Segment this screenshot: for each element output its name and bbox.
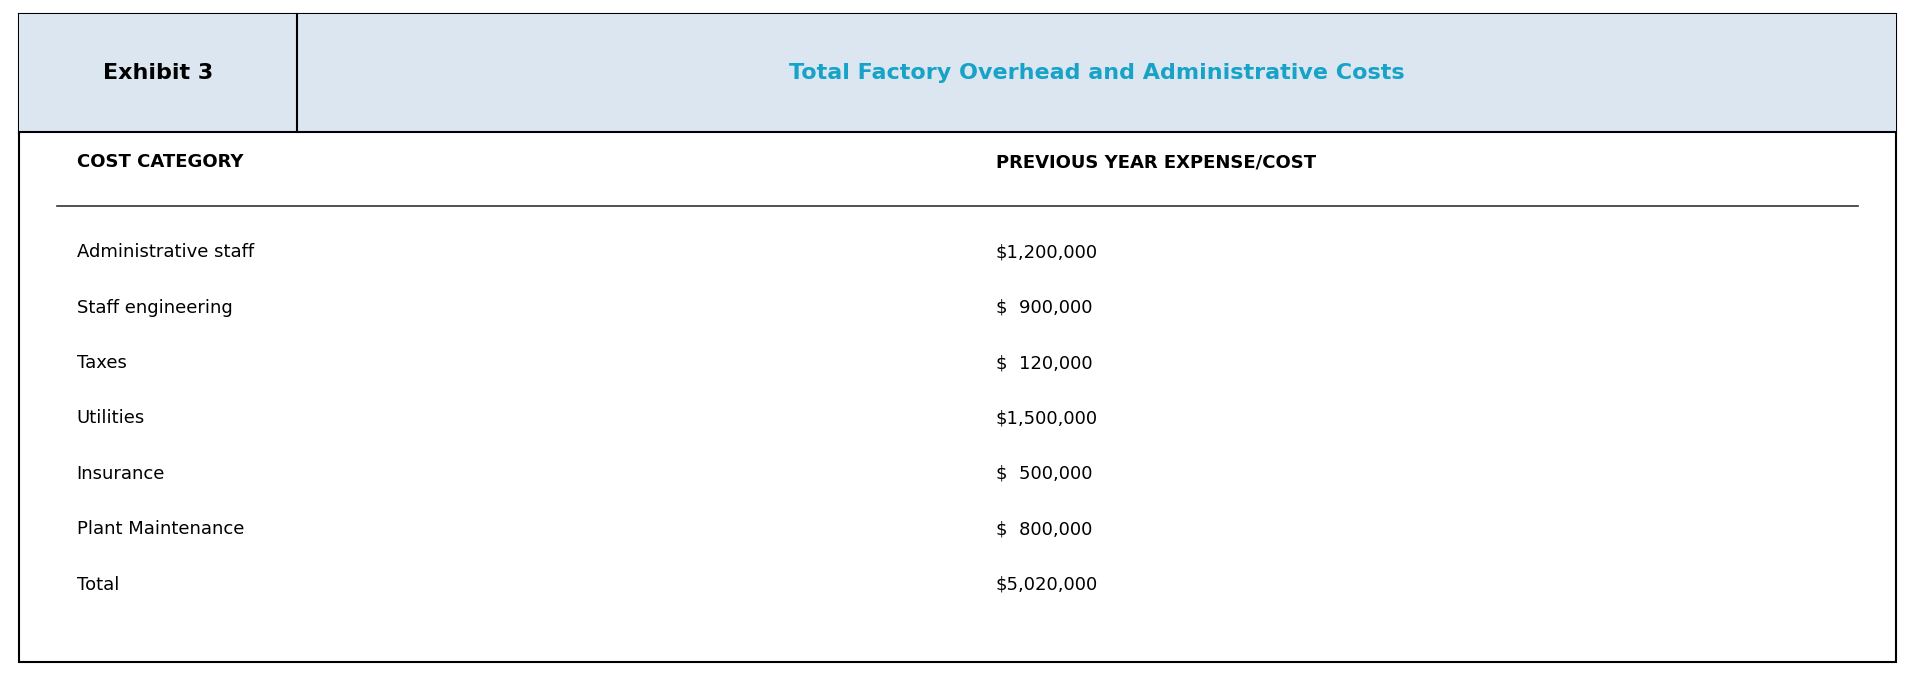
Text: $  900,000: $ 900,000 <box>995 299 1091 316</box>
FancyBboxPatch shape <box>19 14 1895 662</box>
Text: Staff engineering: Staff engineering <box>77 299 232 316</box>
Text: Administrative staff: Administrative staff <box>77 243 253 261</box>
Text: Total Factory Overhead and Administrative Costs: Total Factory Overhead and Administrativ… <box>789 63 1403 82</box>
Text: Total: Total <box>77 576 119 594</box>
Text: Taxes: Taxes <box>77 354 126 372</box>
Text: $1,500,000: $1,500,000 <box>995 410 1097 427</box>
Text: PREVIOUS YEAR EXPENSE/COST: PREVIOUS YEAR EXPENSE/COST <box>995 153 1315 171</box>
Text: $  500,000: $ 500,000 <box>995 465 1091 483</box>
Text: Plant Maintenance: Plant Maintenance <box>77 521 243 538</box>
Text: COST CATEGORY: COST CATEGORY <box>77 153 243 171</box>
Text: Insurance: Insurance <box>77 465 165 483</box>
Text: $5,020,000: $5,020,000 <box>995 576 1097 594</box>
Text: $1,200,000: $1,200,000 <box>995 243 1097 261</box>
Text: $  120,000: $ 120,000 <box>995 354 1091 372</box>
FancyBboxPatch shape <box>19 14 1895 132</box>
Text: Utilities: Utilities <box>77 410 145 427</box>
Text: $  800,000: $ 800,000 <box>995 521 1091 538</box>
Text: Exhibit 3: Exhibit 3 <box>103 63 212 82</box>
